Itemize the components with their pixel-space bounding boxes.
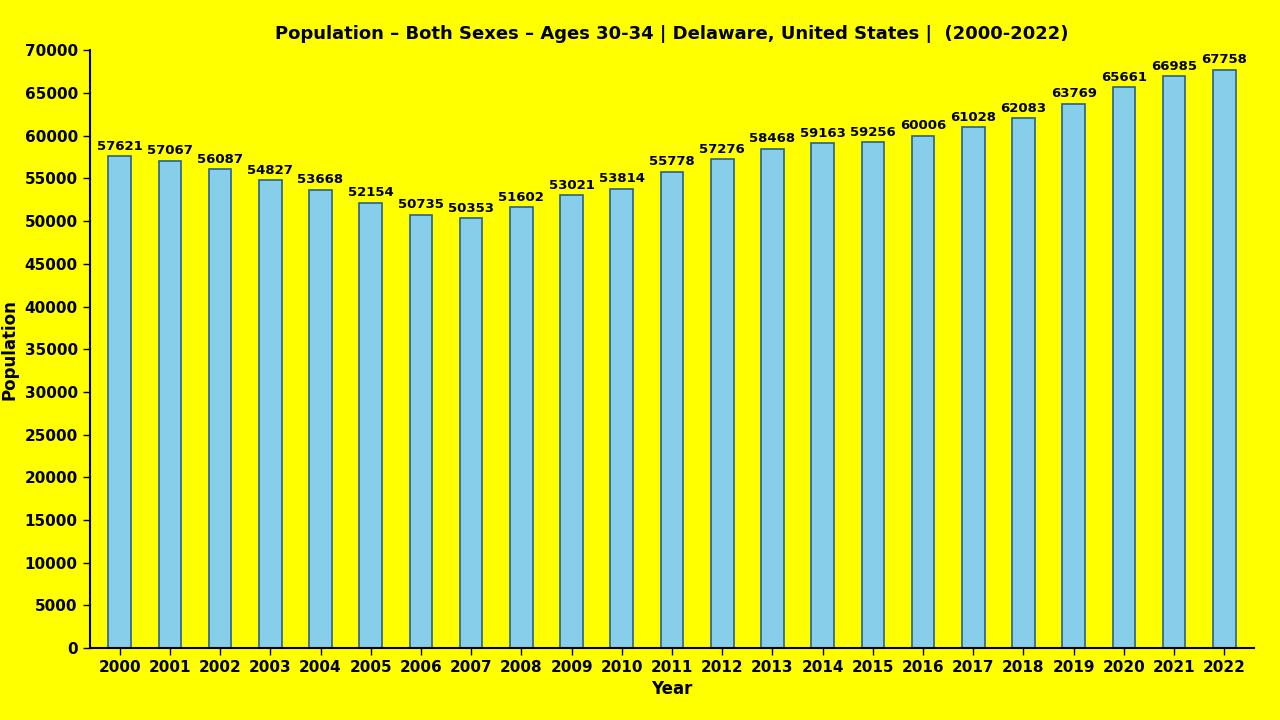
Bar [861, 142, 884, 648]
Bar [963, 127, 984, 648]
Text: 59163: 59163 [800, 127, 846, 140]
Text: 54827: 54827 [247, 163, 293, 176]
Bar [410, 215, 433, 648]
Bar [1213, 70, 1235, 648]
Text: 53668: 53668 [297, 174, 343, 186]
Text: 50353: 50353 [448, 202, 494, 215]
Bar [1012, 118, 1034, 648]
Bar [812, 143, 833, 648]
Bar [511, 207, 532, 648]
Text: 60006: 60006 [900, 120, 946, 132]
Text: 53021: 53021 [549, 179, 594, 192]
Bar [209, 169, 232, 648]
Text: 67758: 67758 [1202, 53, 1247, 66]
Bar [911, 136, 934, 648]
Bar [660, 172, 684, 648]
Text: 55778: 55778 [649, 156, 695, 168]
Text: 50735: 50735 [398, 199, 444, 212]
Bar [710, 159, 733, 648]
Bar [360, 203, 381, 648]
Bar [1112, 87, 1135, 648]
Text: 65661: 65661 [1101, 71, 1147, 84]
Bar [561, 195, 582, 648]
Bar [611, 189, 634, 648]
Text: 51602: 51602 [498, 191, 544, 204]
Text: 53814: 53814 [599, 172, 645, 185]
Bar [1162, 76, 1185, 648]
Y-axis label: Population: Population [1, 299, 19, 400]
Text: 66985: 66985 [1151, 60, 1197, 73]
X-axis label: Year: Year [652, 680, 692, 698]
Bar [310, 190, 332, 648]
Bar [1062, 104, 1085, 648]
Text: 63769: 63769 [1051, 87, 1097, 100]
Bar [109, 156, 131, 648]
Text: 62083: 62083 [1001, 102, 1047, 114]
Text: 57276: 57276 [699, 143, 745, 156]
Bar [159, 161, 182, 648]
Title: Population – Both Sexes – Ages 30-34 | Delaware, United States |  (2000-2022): Population – Both Sexes – Ages 30-34 | D… [275, 25, 1069, 43]
Text: 52154: 52154 [348, 186, 394, 199]
Text: 56087: 56087 [197, 153, 243, 166]
Text: 59256: 59256 [850, 126, 896, 139]
Bar [762, 149, 783, 648]
Bar [259, 180, 282, 648]
Bar [460, 218, 483, 648]
Text: 58468: 58468 [749, 132, 795, 145]
Text: 57621: 57621 [97, 140, 142, 153]
Text: 61028: 61028 [950, 111, 996, 124]
Text: 57067: 57067 [147, 145, 193, 158]
